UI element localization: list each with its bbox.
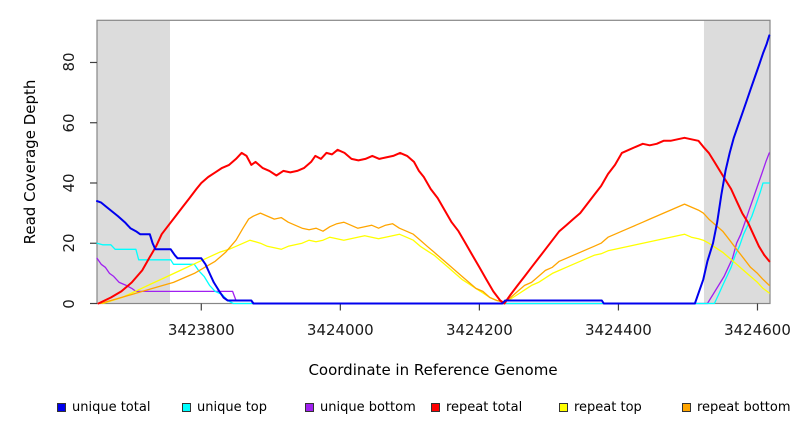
series-line-repeat-total — [97, 136, 771, 305]
y-tick-label: 20 — [60, 233, 78, 253]
legend-item-repeat-bottom: repeat bottom — [682, 399, 791, 415]
legend-label: unique bottom — [320, 399, 416, 415]
plot-box — [96, 19, 771, 305]
legend-label: repeat bottom — [697, 399, 791, 415]
legend-label: unique top — [197, 399, 268, 415]
series-line-unique-top — [96, 182, 770, 305]
y-tick-label: 80 — [60, 52, 78, 73]
legend-item-unique-top: unique top — [182, 399, 268, 415]
series-line-unique-total — [96, 34, 771, 305]
x-tick-label: 3424400 — [585, 321, 652, 339]
legend-item-repeat-top: repeat top — [559, 399, 642, 415]
series-line-unique-bottom — [96, 152, 770, 305]
y-axis-title: Read Coverage Depth — [21, 79, 39, 245]
legend-label: repeat top — [574, 399, 642, 415]
x-tick-label: 3424600 — [724, 321, 791, 339]
x-tick-label: 3423800 — [167, 321, 235, 339]
y-tick-label: 0 — [60, 298, 78, 309]
y-tick-label: 60 — [60, 113, 78, 133]
x-tick-label: 3424000 — [306, 321, 374, 339]
series-line-repeat-bottom — [99, 203, 770, 305]
legend-swatch-icon — [57, 402, 66, 412]
legend-item-repeat-total: repeat total — [431, 399, 523, 415]
legend-swatch-icon — [682, 402, 691, 412]
left-repeat-flank-band — [97, 20, 171, 304]
legend-swatch-icon — [431, 402, 440, 412]
x-tick-label: 3424200 — [445, 321, 513, 339]
series-line-repeat-top — [101, 233, 770, 305]
legend-label: repeat total — [446, 399, 523, 415]
legend-item-unique-total: unique total — [57, 399, 151, 415]
legend-swatch-icon — [182, 402, 191, 412]
x-axis-title: Coordinate in Reference Genome — [308, 361, 558, 379]
legend-swatch-icon — [559, 402, 568, 412]
legend-item-unique-bottom: unique bottom — [305, 399, 416, 415]
legend-label: unique total — [72, 399, 151, 415]
y-tick-label: 40 — [60, 173, 78, 193]
legend-swatch-icon — [305, 402, 314, 412]
